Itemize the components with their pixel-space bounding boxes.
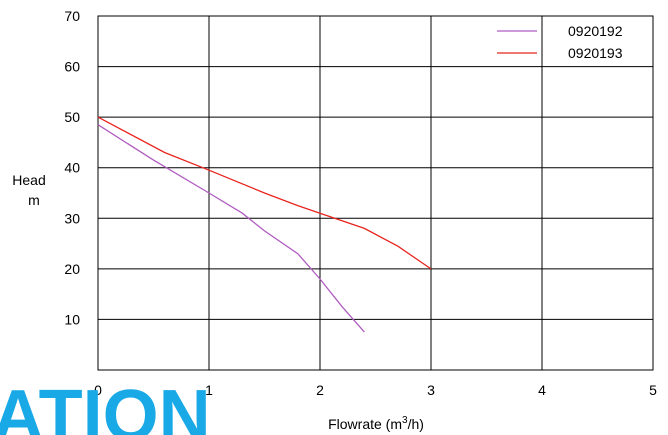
y-tick-label: 40 bbox=[64, 160, 80, 176]
legend-label-0920193: 0920193 bbox=[568, 45, 623, 61]
x-axis-label-tail: /h) bbox=[408, 416, 424, 432]
legend: 0920192 0920193 bbox=[497, 23, 623, 61]
y-tick-label: 10 bbox=[64, 311, 80, 327]
chart-grid bbox=[97, 15, 654, 371]
y-axis-label-line1: Head bbox=[12, 172, 45, 188]
y-axis-label-line2: m bbox=[28, 192, 40, 208]
x-tick-label: 4 bbox=[538, 382, 546, 398]
x-tick-label: 5 bbox=[649, 382, 657, 398]
legend-label-0920192: 0920192 bbox=[568, 23, 623, 39]
x-tick-label: 1 bbox=[205, 382, 213, 398]
plot-frame bbox=[97, 15, 654, 371]
y-tick-label: 20 bbox=[64, 261, 80, 277]
x-axis-label: Flowrate (m3/h) bbox=[328, 415, 424, 432]
y-tick-label: 70 bbox=[64, 8, 80, 24]
series-line-0920193 bbox=[97, 116, 432, 270]
series-line-0920192 bbox=[97, 124, 365, 333]
x-tick-label: 2 bbox=[316, 382, 324, 398]
watermark-text: ATION bbox=[0, 376, 211, 435]
tick-labels: 0 1 2 3 4 5 10 20 30 40 50 60 70 bbox=[64, 8, 657, 398]
series-lines bbox=[97, 116, 432, 333]
y-tick-label: 50 bbox=[64, 109, 80, 125]
y-tick-label: 30 bbox=[64, 210, 80, 226]
x-tick-label: 0 bbox=[94, 382, 102, 398]
x-tick-label: 3 bbox=[427, 382, 435, 398]
x-axis-label-sup: 3 bbox=[402, 415, 408, 426]
x-axis-label-main: Flowrate (m bbox=[328, 416, 402, 432]
y-tick-label: 60 bbox=[64, 59, 80, 75]
